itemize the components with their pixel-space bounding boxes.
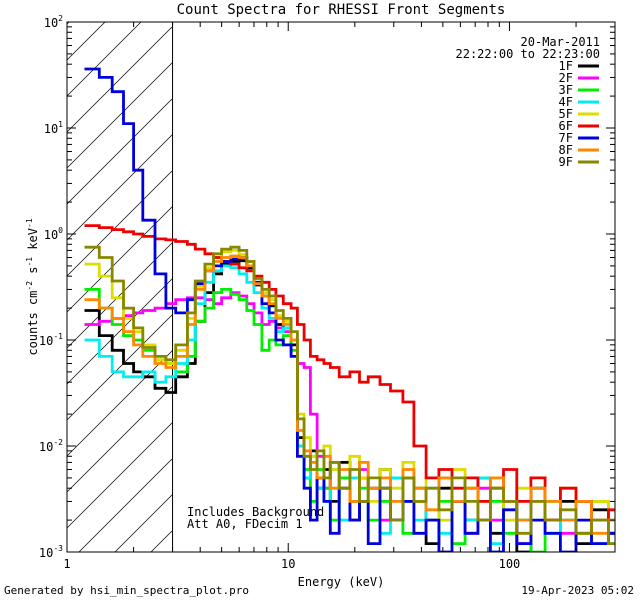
annotation-background: Includes Background: [187, 505, 324, 519]
annotation-attenuator: Att A0, FDecim 1: [187, 517, 303, 531]
hatch-line: [67, 22, 142, 97]
axes: 1 10 100 10-3 10-2 10-1 100 101 102: [39, 14, 616, 571]
y-tick-label: 10-2: [39, 438, 63, 454]
y-label-mid2: keV: [26, 228, 40, 257]
x-tick-label: 100: [499, 557, 521, 571]
hatch-line: [67, 22, 106, 61]
y-label-base: counts cm: [26, 291, 40, 356]
footer-timestamp: 19-Apr-2023 05:02: [521, 584, 634, 597]
series-line-1f: [84, 259, 615, 552]
y-tick-label: 10-3: [39, 544, 63, 560]
y-label-exp2: -1: [25, 257, 34, 267]
legend-label-7f: 7F: [559, 131, 573, 145]
series-line-8f: [84, 254, 615, 535]
y-tick-label: 102: [44, 14, 63, 30]
legend-label-4f: 4F: [559, 95, 573, 109]
hatch-line: [67, 22, 250, 205]
series-line-2f: [84, 291, 615, 545]
chart-date: 20-Mar-2011: [521, 35, 600, 49]
series-line-3f: [84, 288, 615, 552]
y-tick-label: 100: [44, 226, 63, 242]
x-axis-label: Energy (keV): [298, 575, 385, 589]
y-tick-label: 101: [44, 120, 63, 136]
hatch-line: [67, 22, 178, 133]
footer-generated-by: Generated by hsi_min_spectra_plot.pro: [4, 584, 250, 597]
series-line-9f: [84, 245, 615, 545]
legend-label-3f: 3F: [559, 83, 573, 97]
legend-label-9f: 9F: [559, 155, 573, 169]
legend-label-2f: 2F: [559, 71, 573, 85]
chart-title: Count Spectra for RHESSI Front Segments: [177, 2, 506, 18]
legend-label-5f: 5F: [559, 107, 573, 121]
series-layer: [84, 67, 615, 552]
x-tick-label: 1: [63, 557, 70, 571]
hatched-region: [67, 22, 615, 552]
x-tick-label: 10: [281, 557, 295, 571]
legend-label-6f: 6F: [559, 119, 573, 133]
series-line-7f: [84, 67, 615, 552]
hatch-line: [67, 22, 70, 25]
legend-label-8f: 8F: [559, 143, 573, 157]
y-label-exp3: -1: [25, 218, 34, 228]
y-tick-label: 10-1: [39, 332, 63, 348]
plot-frame: [66, 21, 616, 553]
y-label-exp1: -2: [25, 281, 34, 291]
hatch-mask: [172, 22, 615, 552]
y-axis-label: counts cm-2 s-1 keV-1: [25, 218, 40, 355]
y-label-mid1: s: [26, 267, 40, 281]
chart-time-range: 22:22:00 to 22:23:00: [456, 47, 601, 61]
legend-label-1f: 1F: [559, 59, 573, 73]
